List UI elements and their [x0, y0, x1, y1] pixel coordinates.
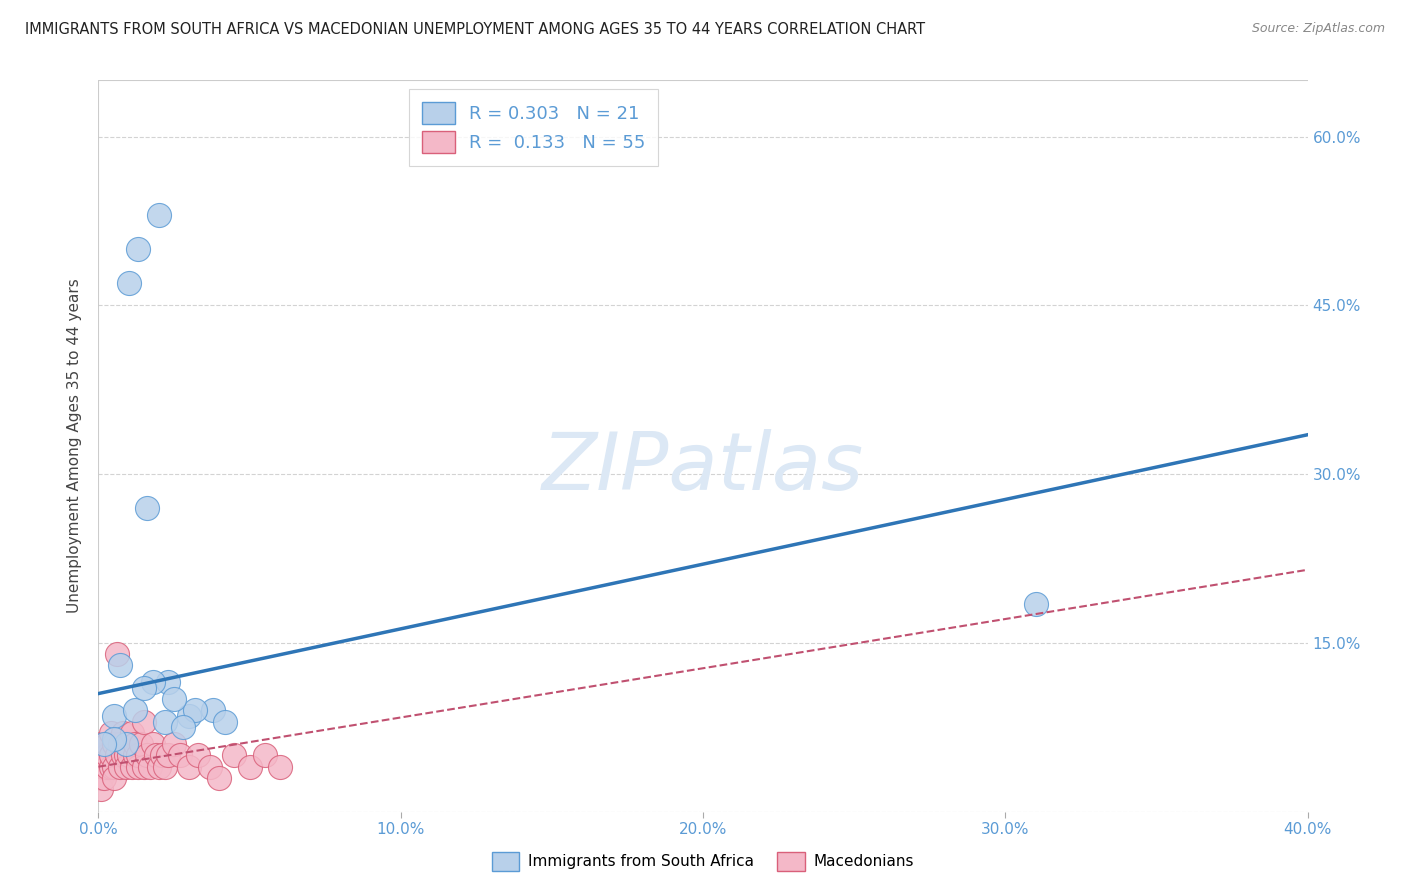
Point	[90, 771, 112, 785]
Point	[156, 675, 179, 690]
Point	[108, 658, 131, 673]
Point	[96, 737, 118, 751]
Point	[93, 737, 115, 751]
Point	[163, 737, 186, 751]
Point	[103, 709, 125, 723]
Point	[129, 737, 152, 751]
Point	[202, 703, 225, 717]
Point	[135, 500, 157, 515]
Point	[105, 748, 128, 763]
Point	[135, 748, 157, 763]
Point	[148, 760, 170, 774]
Point	[90, 760, 112, 774]
Legend: R = 0.303   N = 21, R =  0.133   N = 55: R = 0.303 N = 21, R = 0.133 N = 55	[409, 89, 658, 166]
Legend: Immigrants from South Africa, Macedonians: Immigrants from South Africa, Macedonian…	[482, 843, 924, 880]
Point	[118, 276, 141, 290]
Point	[114, 748, 136, 763]
Point	[153, 714, 176, 729]
Point	[132, 714, 155, 729]
Point	[96, 760, 118, 774]
Point	[224, 748, 246, 763]
Point	[114, 760, 136, 774]
Point	[156, 748, 179, 763]
Point	[132, 681, 155, 695]
Point	[118, 737, 141, 751]
Point	[172, 720, 194, 734]
Point	[100, 760, 122, 774]
Point	[132, 760, 155, 774]
Text: Source: ZipAtlas.com: Source: ZipAtlas.com	[1251, 22, 1385, 36]
Point	[124, 737, 146, 751]
Point	[208, 771, 231, 785]
Point	[124, 748, 146, 763]
Text: IMMIGRANTS FROM SOUTH AFRICA VS MACEDONIAN UNEMPLOYMENT AMONG AGES 35 TO 44 YEAR: IMMIGRANTS FROM SOUTH AFRICA VS MACEDONI…	[25, 22, 925, 37]
Point	[96, 748, 118, 763]
Point	[103, 771, 125, 785]
Point	[90, 737, 112, 751]
Point	[118, 748, 141, 763]
Point	[127, 242, 149, 256]
Point	[184, 703, 207, 717]
Point	[90, 782, 112, 797]
Point	[145, 748, 167, 763]
Point	[124, 703, 146, 717]
Point	[103, 760, 125, 774]
Point	[111, 748, 134, 763]
Point	[142, 675, 165, 690]
Point	[127, 748, 149, 763]
Point	[90, 748, 112, 763]
Point	[200, 760, 222, 774]
Point	[93, 737, 115, 751]
Point	[239, 760, 262, 774]
Point	[148, 208, 170, 222]
Point	[100, 748, 122, 763]
Point	[100, 726, 122, 740]
Point	[253, 748, 276, 763]
Point	[142, 737, 165, 751]
Point	[103, 731, 125, 746]
Point	[169, 748, 191, 763]
Point	[139, 760, 162, 774]
Point	[121, 760, 143, 774]
Point	[105, 647, 128, 661]
Point	[269, 760, 291, 774]
Point	[1024, 597, 1046, 611]
Point	[179, 709, 201, 723]
Point	[179, 760, 201, 774]
Point	[114, 737, 136, 751]
Point	[93, 748, 115, 763]
Text: ZIPatlas: ZIPatlas	[541, 429, 865, 507]
Point	[214, 714, 236, 729]
Point	[121, 726, 143, 740]
Point	[103, 737, 125, 751]
Point	[111, 726, 134, 740]
Point	[93, 760, 115, 774]
Point	[150, 748, 173, 763]
Point	[127, 760, 149, 774]
Point	[187, 748, 209, 763]
Point	[108, 737, 131, 751]
Point	[93, 771, 115, 785]
Point	[163, 692, 186, 706]
Point	[153, 760, 176, 774]
Y-axis label: Unemployment Among Ages 35 to 44 years: Unemployment Among Ages 35 to 44 years	[67, 278, 83, 614]
Point	[108, 760, 131, 774]
